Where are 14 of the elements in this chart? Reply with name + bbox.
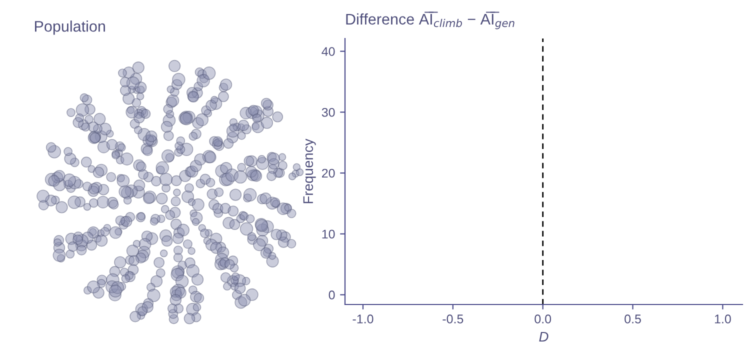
x-tick-label: 1.0 bbox=[714, 314, 731, 324]
y-tick-label: 0 bbox=[328, 290, 335, 300]
y-tick-label: 10 bbox=[322, 230, 335, 239]
x-tick-label: 0.5 bbox=[624, 314, 641, 324]
y-tick-label: 20 bbox=[322, 168, 335, 178]
x-tick-label: -1.0 bbox=[352, 314, 374, 324]
y-tick-label: 40 bbox=[322, 47, 335, 56]
y-axis-title: Frequency bbox=[303, 138, 316, 204]
x-axis-title: D bbox=[539, 332, 548, 342]
text: Population bbox=[35, 20, 105, 35]
x-tick-label: -0.5 bbox=[442, 314, 464, 324]
y-tick-label: 30 bbox=[322, 108, 335, 117]
x-tick-label: 0.0 bbox=[534, 314, 552, 324]
chart-title: Difference A̅I̅$_{climb}$ − A̅I̅$_{gen}$ bbox=[346, 12, 514, 30]
